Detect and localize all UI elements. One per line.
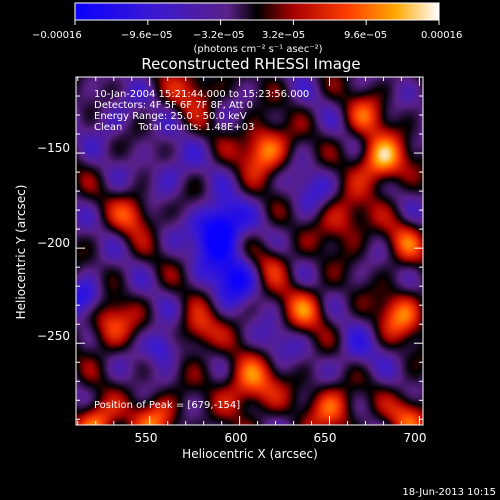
annotation-clean-counts: Clean Total counts: 1.48E+03 xyxy=(94,122,254,133)
y-tick-label-200: −200 xyxy=(37,236,70,250)
y-tick-label-250: −250 xyxy=(37,329,70,343)
x-axis-label: Heliocentric X (arcsec) xyxy=(182,447,318,461)
colorbar-ticks xyxy=(74,20,440,25)
y-axis-label: Heliocentric Y (arcsec) xyxy=(14,185,28,320)
colorbar-tick-label-1: −9.6e−05 xyxy=(121,30,173,41)
colorbar-tick-label-0: −0.00016 xyxy=(32,30,82,41)
render-date: 18-Jun-2013 10:15 xyxy=(402,487,496,498)
colorbar-tick-label-2: −3.2e−05 xyxy=(193,30,245,41)
peak-position-label: Position of Peak = [679,-154] xyxy=(94,400,240,411)
colorbar-gradient xyxy=(75,3,439,20)
y-tick-label-150: −150 xyxy=(37,141,70,155)
plot-frame xyxy=(75,76,424,426)
annotation-energy-range: Energy Range: 25.0 - 50.0 keV xyxy=(94,111,247,122)
plot-area: 10-Jan-2004 15:21:44.000 to 15:23:56.000… xyxy=(75,76,424,426)
colorbar-tick-label-3: 3.2e−05 xyxy=(262,30,305,41)
annotation-time-range: 10-Jan-2004 15:21:44.000 to 15:23:56.000 xyxy=(94,89,309,100)
x-tick-label-650: 650 xyxy=(314,431,337,445)
axis-ticks xyxy=(76,76,423,425)
chart-title: Reconstructed RHESSI Image xyxy=(141,55,360,73)
x-tick-label-550: 550 xyxy=(135,431,158,445)
x-tick-label-700: 700 xyxy=(404,431,427,445)
colorbar-units: (photons cm⁻² s⁻¹ asec⁻²) xyxy=(193,44,322,55)
x-tick-label-600: 600 xyxy=(225,431,248,445)
heatmap-image xyxy=(76,77,423,425)
colorbar-tick-label-5: 0.00016 xyxy=(421,30,462,41)
colorbar-frame xyxy=(74,2,440,21)
colorbar-tick-label-4: 9.6e−05 xyxy=(344,30,387,41)
colorbar: −0.00016 −9.6e−05 −3.2e−05 3.2e−05 9.6e−… xyxy=(32,2,462,55)
annotation-detectors: Detectors: 4F 5F 6F 7F 8F, Att 0 xyxy=(94,100,253,111)
